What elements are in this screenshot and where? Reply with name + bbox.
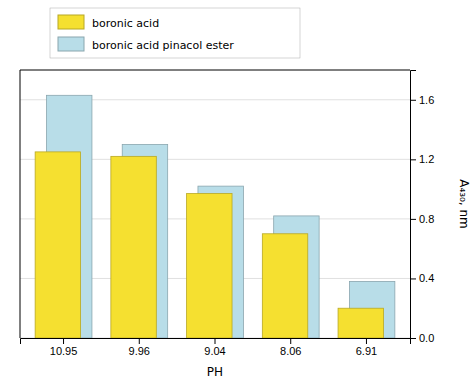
tick-label: 0.4 xyxy=(419,272,434,284)
tick-mark xyxy=(215,338,216,344)
tick: 0.4 xyxy=(410,272,434,284)
tick-label: 1.2 xyxy=(419,153,434,165)
tick-label: 10.95 xyxy=(50,345,78,357)
tick-label: 6.91 xyxy=(356,345,377,357)
bar xyxy=(35,152,80,338)
frame xyxy=(20,70,410,71)
frame xyxy=(20,70,21,338)
tick: 9.96 xyxy=(129,338,150,357)
bars xyxy=(35,95,395,338)
tick-mark xyxy=(410,278,416,279)
series xyxy=(35,152,383,338)
tick-mark xyxy=(366,338,367,344)
legend-frame xyxy=(50,8,300,58)
axis-line xyxy=(411,71,417,339)
legend-item: boronic acid pinacol ester xyxy=(58,37,234,52)
tick-label: 0.0 xyxy=(419,332,434,344)
tick-mark xyxy=(410,338,416,339)
bar xyxy=(262,234,307,338)
x-axis: 10.95 9.96 9.04 8.06 6.91 xyxy=(21,338,411,357)
tick: 6.91 xyxy=(356,338,377,357)
axis-line xyxy=(21,339,411,345)
tick: 9.04 xyxy=(204,338,225,357)
bar xyxy=(111,156,156,338)
tick: 0.8 xyxy=(410,213,434,225)
tick-mark xyxy=(139,338,140,344)
legend-item: boronic acid xyxy=(58,15,159,30)
series xyxy=(47,95,395,338)
legend-label: boronic acid pinacol ester xyxy=(92,39,234,52)
y-axis: 0.0 0.4 0.8 1.2 1.6 xyxy=(410,71,434,345)
tick-mark xyxy=(410,219,416,220)
plot: 10.95 9.96 9.04 8.06 6.91 0.0 0.4 0.8 1.2 1.6 xyxy=(20,70,434,357)
tick: 1.2 xyxy=(410,153,434,165)
tick-mark xyxy=(410,100,416,101)
tick-label: 9.96 xyxy=(129,345,150,357)
tick-mark xyxy=(290,338,291,344)
tick-mark xyxy=(63,338,64,344)
tick-label: 0.8 xyxy=(419,213,434,225)
tick-label: 9.04 xyxy=(204,345,225,357)
x-axis-title: PH xyxy=(207,365,223,379)
tick-label: 8.06 xyxy=(280,345,301,357)
tick: 8.06 xyxy=(280,338,301,357)
bar xyxy=(187,194,232,338)
tick-label: 1.6 xyxy=(419,94,434,106)
legend-swatch xyxy=(58,37,84,51)
legend-swatch xyxy=(58,15,84,29)
tick-mark xyxy=(410,159,416,160)
tick: 0.0 xyxy=(410,332,434,344)
bar xyxy=(338,308,383,338)
legend: boronic acid boronic acid pinacol ester xyxy=(50,8,300,58)
tick: 1.6 xyxy=(410,94,434,106)
chart: 10.95 9.96 9.04 8.06 6.91 0.0 0.4 0.8 1.2 1.6 PH A₄… xyxy=(0,0,474,386)
y-axis-title: A₄₃₀, nm xyxy=(457,179,471,229)
legend-label: boronic acid xyxy=(92,17,159,30)
tick: 10.95 xyxy=(50,338,78,357)
